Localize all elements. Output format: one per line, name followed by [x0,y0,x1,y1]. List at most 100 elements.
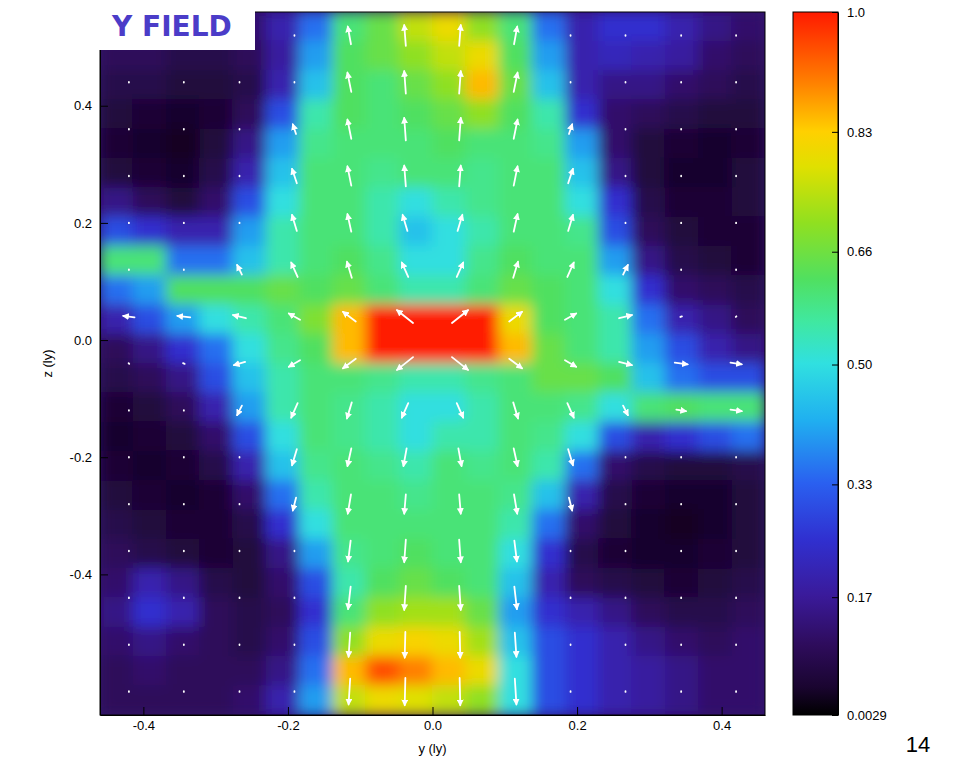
velocity-arrow [569,498,572,511]
velocity-arrow [239,456,241,458]
cell [233,334,267,364]
cell [233,275,267,305]
cell [100,99,134,129]
cell [532,597,566,627]
cell [266,187,300,217]
velocity-arrow [680,222,682,224]
cell [665,70,699,100]
cell [598,217,632,247]
cell [233,392,267,422]
cell [731,451,765,481]
colorbar-axis: 0.00290.170.330.500.660.831.0 [832,5,887,723]
velocity-arrow [459,71,461,93]
cell [565,422,599,452]
velocity-arrow [403,215,408,231]
cell [133,509,167,539]
cell [598,246,632,276]
cell [199,334,233,364]
cell [698,451,732,481]
velocity-arrow [509,359,522,369]
axis: -0.4-0.20.00.20.4 [101,707,766,733]
cell [399,41,433,71]
cell [598,422,632,452]
cell [565,334,599,364]
velocity-arrow [680,550,682,552]
cell [698,12,732,42]
velocity-arrow [404,495,406,514]
tick: -0.4 [133,707,155,733]
cell [465,12,499,42]
velocity-arrow [183,456,185,458]
cell [499,70,533,100]
velocity-arrow [349,679,351,705]
axis-line [838,13,839,716]
cell [665,187,699,217]
tick-label: -0.2 [277,718,299,733]
velocity-arrow [570,643,572,645]
velocity-arrow [680,690,682,692]
cell [632,99,666,129]
velocity-arrow [183,175,185,177]
velocity-arrow [735,456,737,458]
cell [199,627,233,657]
cell [266,217,300,247]
velocity-arrow [568,215,573,231]
velocity-arrow [403,448,406,466]
cell [299,392,333,422]
cell [399,539,433,569]
cell [698,158,732,188]
cell [266,99,300,129]
tick-mark [433,707,434,715]
velocity-arrow [128,409,130,411]
tick-mark [100,574,108,575]
cell [233,480,267,510]
cell [266,568,300,598]
cell [100,70,134,100]
cell [299,129,333,159]
cell [465,187,499,217]
velocity-arrow [343,312,356,322]
cell [632,539,666,569]
cell [731,685,765,715]
cell [565,480,599,510]
cell [266,158,300,188]
cell [266,597,300,627]
cell [166,509,200,539]
cell [598,12,632,42]
velocity-arrow [735,81,737,83]
cell [532,70,566,100]
velocity-arrow [625,550,627,552]
cell [100,392,134,422]
cell [598,275,632,305]
tick: 0.4 [713,707,731,733]
cell [266,539,300,569]
cell [332,539,366,569]
cell [366,597,400,627]
cell [332,392,366,422]
velocity-arrow [569,124,572,134]
cell [731,597,765,627]
velocity-arrow [570,81,572,83]
cell [233,363,267,393]
cell [565,275,599,305]
tick-mark [100,223,108,224]
tick-label: -0.4 [133,718,155,733]
cell [299,334,333,364]
cell [366,158,400,188]
cell [100,158,134,188]
cell [199,568,233,598]
tick-label: 0.33 [847,477,872,492]
cell [665,656,699,686]
cell [399,304,433,334]
velocity-arrow [625,128,627,130]
cell [532,217,566,247]
cell [166,451,200,481]
plot-background [100,12,765,715]
velocity-arrow [735,503,737,505]
cell [532,99,566,129]
cell [731,246,765,276]
cell [499,187,533,217]
cell [432,568,466,598]
cell [266,627,300,657]
colorbar [793,12,838,715]
